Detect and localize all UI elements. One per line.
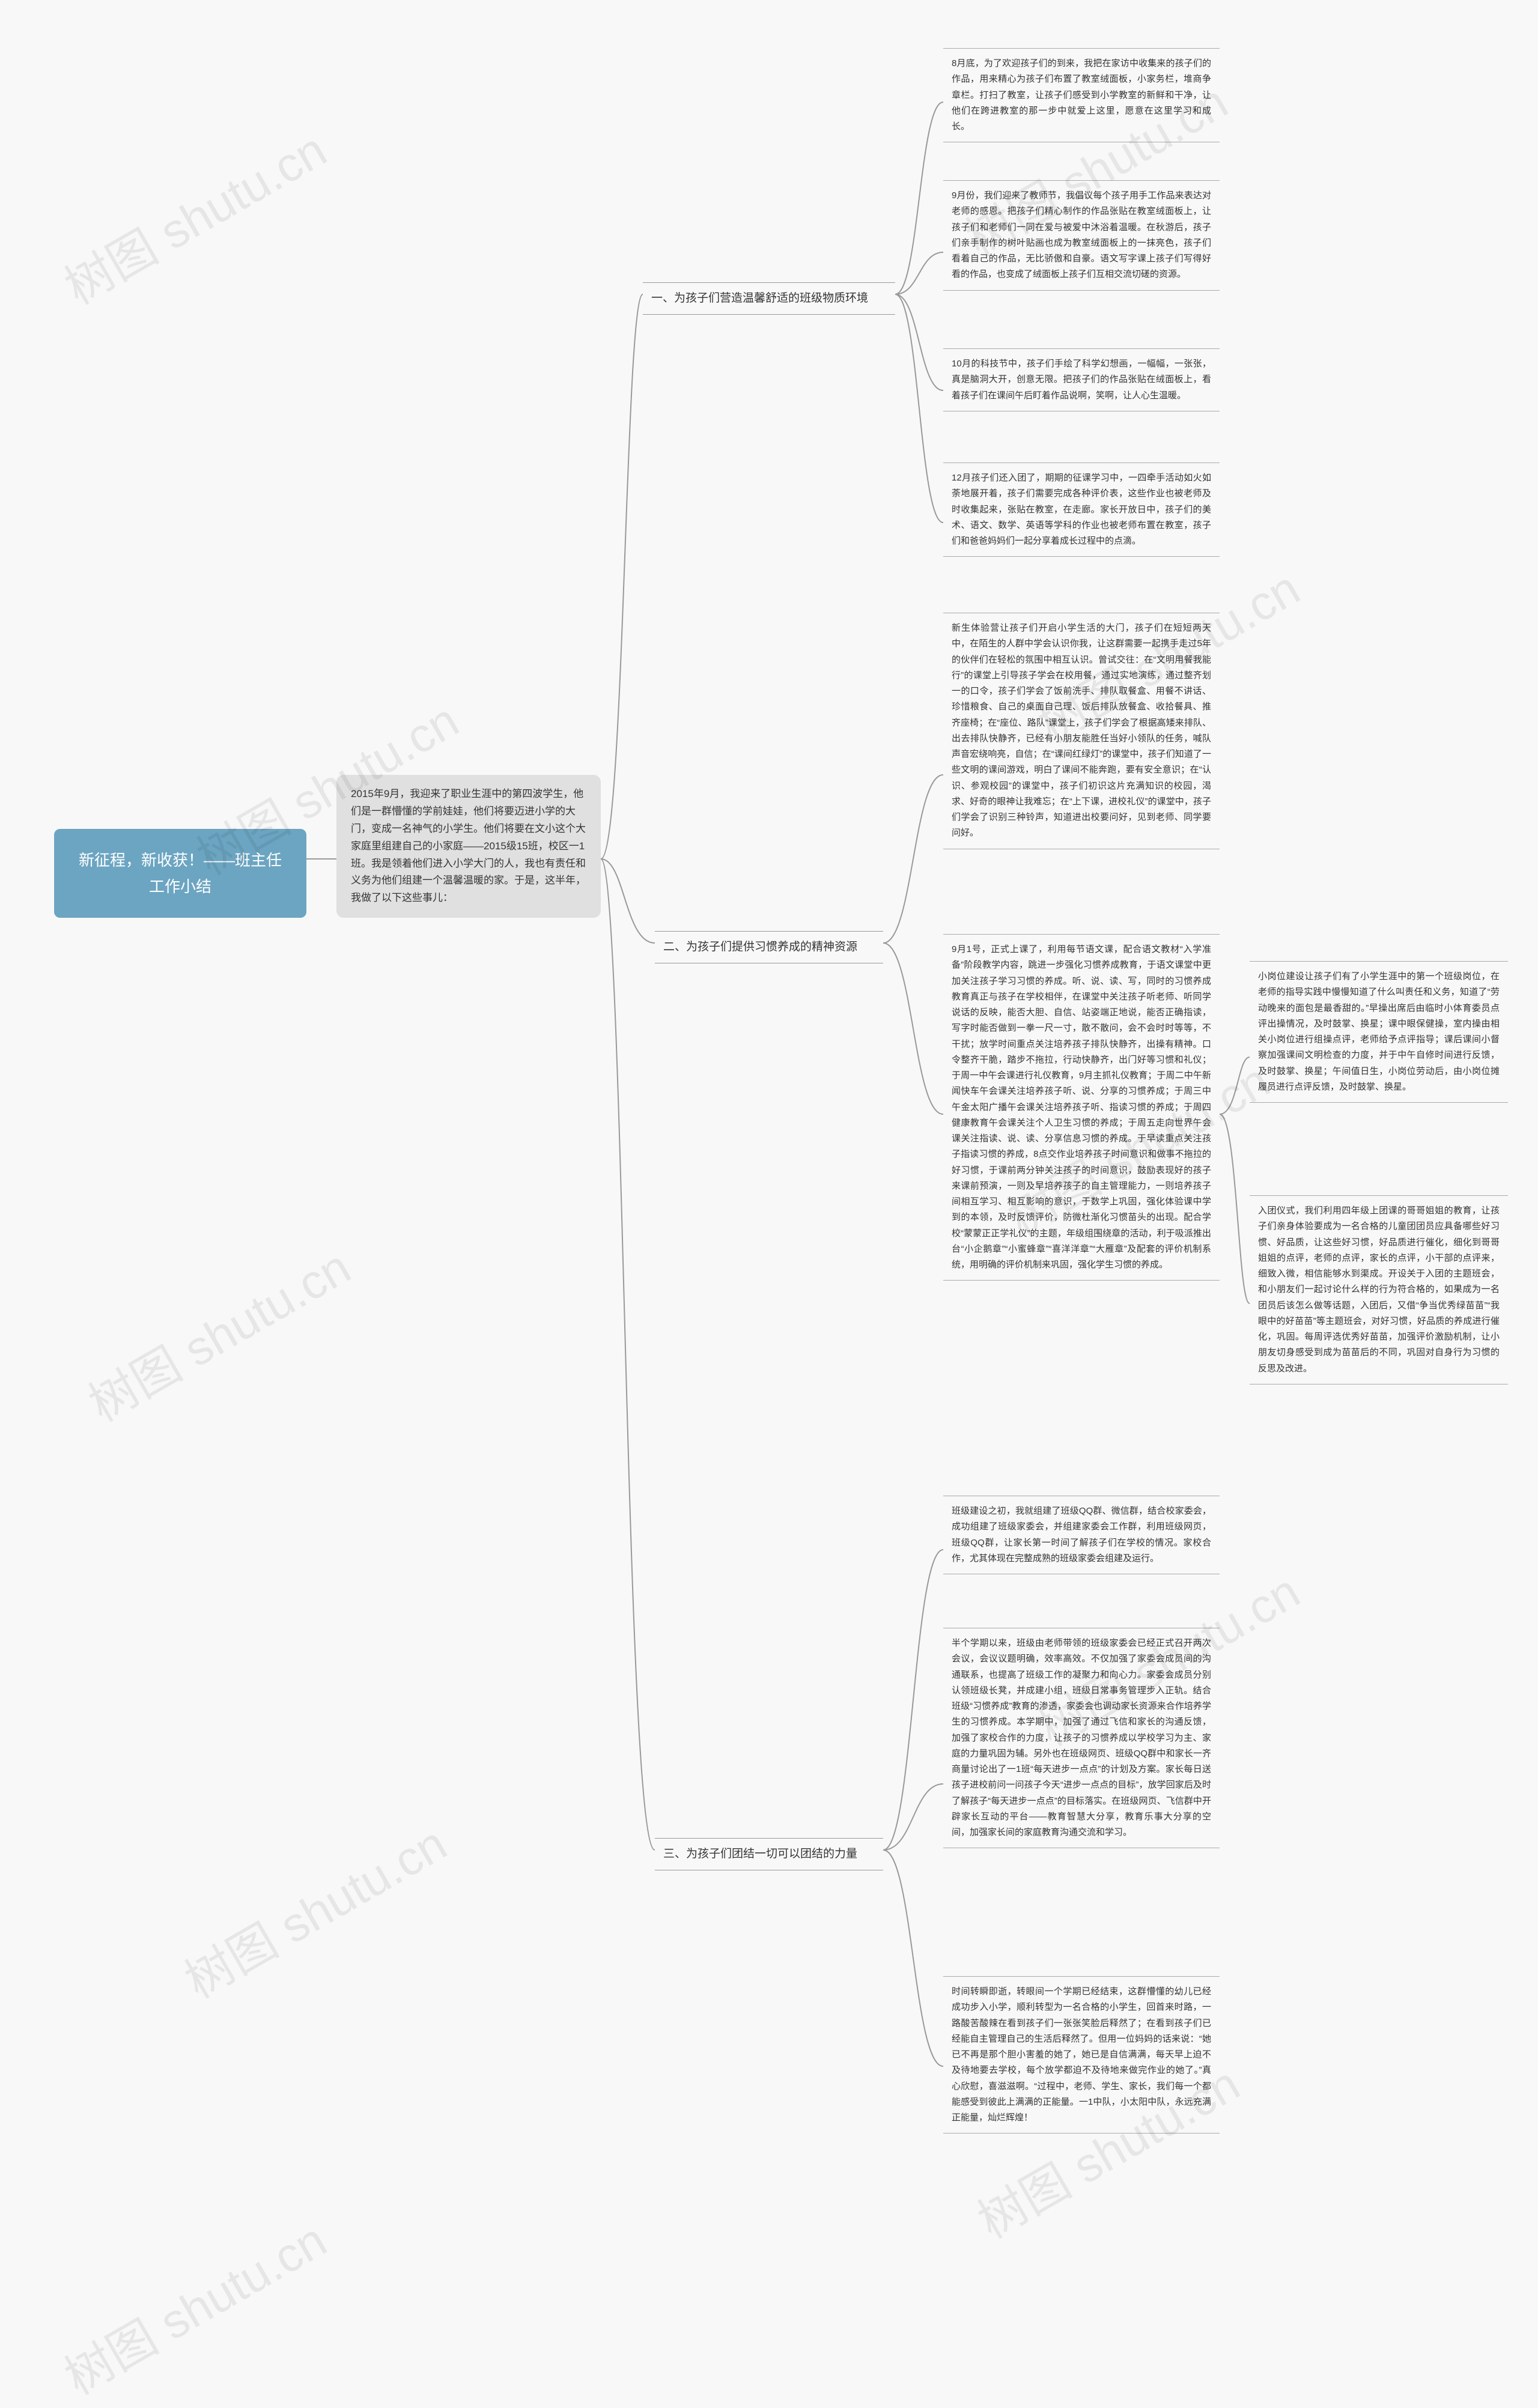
leaf-node-3-3[interactable]: 时间转瞬即逝，转眼间一个学期已经结束，这群懵懂的幼儿已经成功步入小学，顺利转型为… xyxy=(943,1976,1220,2134)
leaf-node-2-4[interactable]: 入团仪式，我们利用四年级上团课的哥哥姐姐的教育，让孩子们亲身体验要成为一名合格的… xyxy=(1250,1195,1508,1384)
leaf-node-1-3[interactable]: 10月的科技节中，孩子们手绘了科学幻想画，一幅幅，一张张，真是脑洞大开，创意无限… xyxy=(943,348,1220,411)
branch-node-3[interactable]: 三、为孩子们团结一切可以团结的力量 xyxy=(655,1838,883,1870)
branch-node-1[interactable]: 一、为孩子们营造温馨舒适的班级物质环境 xyxy=(643,282,895,315)
root-node[interactable]: 新征程，新收获！——班主任工作小结 xyxy=(54,829,306,918)
leaf-node-1-4[interactable]: 12月孩子们还入团了，期期的征课学习中，一四牵手活动如火如荼地展开着，孩子们需要… xyxy=(943,462,1220,557)
leaf-node-3-1[interactable]: 班级建设之初，我就组建了班级QQ群、微信群，结合校家委会，成功组建了班级家委会，… xyxy=(943,1496,1220,1574)
leaf-node-1-2[interactable]: 9月份，我们迎来了教师节，我倡议每个孩子用手工作品来表达对老师的感恩。把孩子们精… xyxy=(943,180,1220,291)
watermark: 树图 shutu.cn xyxy=(74,1230,361,1436)
leaf-node-2-3[interactable]: 小岗位建设让孩子们有了小学生涯中的第一个班级岗位，在老师的指导实践中慢慢知道了什… xyxy=(1250,961,1508,1103)
watermark: 树图 shutu.cn xyxy=(50,2203,337,2408)
watermark: 树图 shutu.cn xyxy=(50,112,337,318)
leaf-node-2-2[interactable]: 9月1号，正式上课了，利用每节语文课，配合语文教材“入学准备”阶段教学内容，跳进… xyxy=(943,934,1220,1281)
intro-node[interactable]: 2015年9月，我迎来了职业生涯中的第四波学生，他们是一群懵懂的学前娃娃，他们将… xyxy=(336,775,601,918)
leaf-node-2-1[interactable]: 新生体验营让孩子们开启小学生活的大门，孩子们在短短两天中，在陌生的人群中学会认识… xyxy=(943,613,1220,849)
branch-node-2[interactable]: 二、为孩子们提供习惯养成的精神资源 xyxy=(655,931,883,963)
leaf-node-3-2[interactable]: 半个学期以来，班级由老师带领的班级家委会已经正式召开两次会议，会议议题明确，效率… xyxy=(943,1628,1220,1848)
connector-lines xyxy=(0,0,1538,2326)
leaf-node-1-1[interactable]: 8月底，为了欢迎孩子们的到来，我把在家访中收集来的孩子们的作品，用来精心为孩子们… xyxy=(943,48,1220,142)
watermark: 树图 shutu.cn xyxy=(170,1806,457,2012)
